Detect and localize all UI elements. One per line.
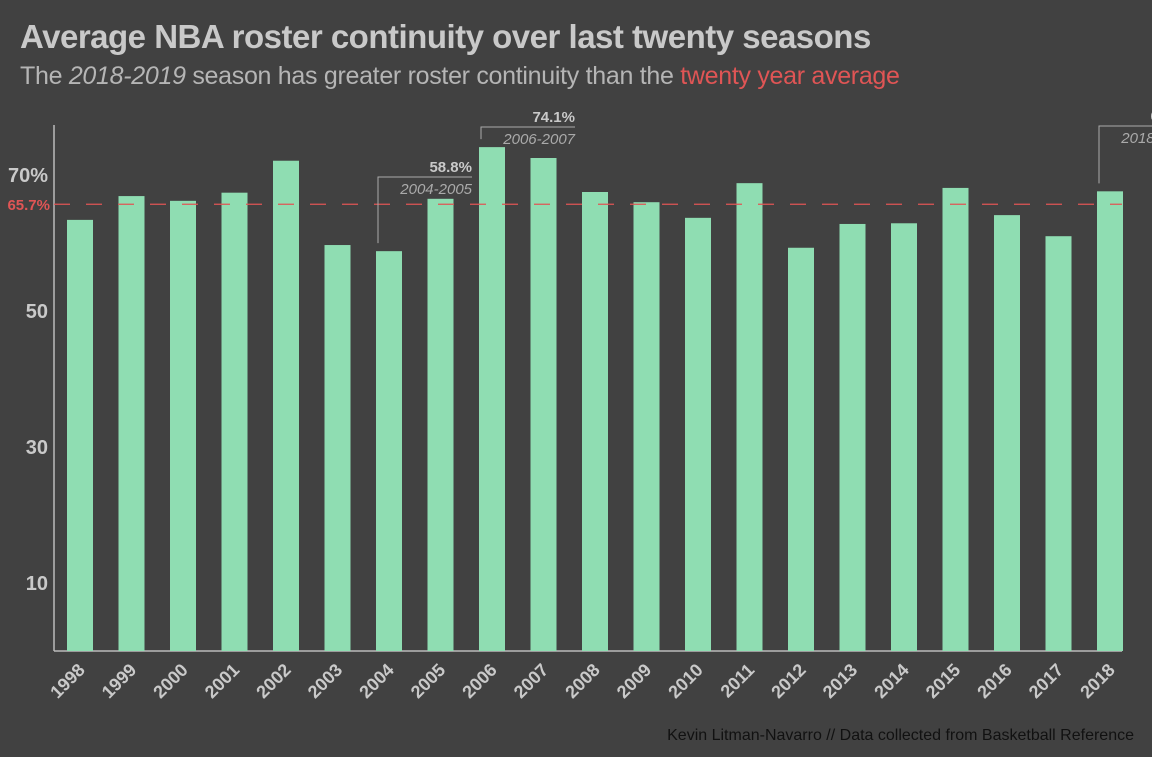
bar-2009	[633, 202, 660, 651]
average-label: 65.7%	[7, 197, 50, 214]
bar-2011	[736, 183, 763, 651]
bar-1998	[67, 219, 93, 651]
subtitle-highlight: twenty year average	[680, 62, 900, 90]
x-tick-label: 2011	[717, 660, 759, 702]
x-tick-label: 2002	[252, 660, 294, 702]
x-tick-label: 1999	[98, 660, 140, 702]
x-tick-label: 1998	[46, 660, 88, 702]
bar-2007	[530, 158, 557, 651]
y-tick-label: 70%	[8, 165, 48, 187]
chart-title: Average NBA roster continuity over last …	[20, 18, 871, 55]
y-tick-label: 50	[26, 301, 48, 323]
x-tick-label: 2016	[973, 660, 1015, 702]
x-tick-label: 2008	[561, 660, 603, 702]
bar-2000	[170, 200, 196, 651]
bar-2006	[479, 147, 505, 651]
x-tick-label: 2010	[664, 660, 706, 702]
annotation-leader	[1098, 125, 1152, 184]
bar-2005	[427, 198, 454, 652]
x-tick-label: 2009	[613, 660, 655, 702]
annotation-value: 58.8%	[429, 159, 472, 176]
x-tick-label: 2018	[1076, 660, 1118, 702]
y-tick-label: 30	[26, 437, 48, 459]
subtitle-prefix: The	[20, 62, 69, 90]
annotation-season: 2018-2019	[1120, 130, 1152, 147]
bar-2018	[1097, 191, 1123, 651]
x-tick-label: 2017	[1025, 660, 1067, 702]
x-tick-label: 2007	[510, 660, 552, 702]
x-tick-label: 2014	[870, 660, 912, 702]
bar-2013	[839, 223, 866, 651]
bar-2002	[273, 160, 299, 651]
bar-2014	[891, 223, 917, 651]
x-tick-label: 2015	[922, 660, 964, 702]
bar-2015	[942, 187, 969, 652]
annotation-value: 67.6%	[1150, 108, 1152, 125]
bar-2001	[221, 192, 248, 651]
bar-2016	[994, 215, 1020, 651]
annotation-leader	[377, 176, 472, 244]
annotation-value: 74.1%	[532, 109, 575, 126]
x-tick-label: 2004	[355, 660, 397, 702]
bar-2012	[788, 247, 814, 651]
bar-2004	[376, 251, 402, 651]
x-tick-label: 2005	[407, 660, 449, 702]
credit: Kevin Litman-Navarro // Data collected f…	[667, 727, 1134, 744]
x-tick-label: 2013	[819, 660, 861, 702]
annotation-season: 2004-2005	[399, 181, 472, 198]
x-tick-label: 2006	[458, 660, 500, 702]
bar-2017	[1045, 236, 1072, 651]
bar-1999	[118, 196, 145, 651]
x-tick-label: 2003	[304, 660, 346, 702]
x-tick-label: 2001	[201, 660, 243, 702]
x-tick-label: 2000	[149, 660, 191, 702]
bar-2008	[582, 192, 608, 651]
annotation-season: 2006-2007	[502, 131, 575, 148]
chart-subtitle: The 2018-2019 season has greater roster …	[20, 62, 900, 91]
bar-2003	[324, 245, 351, 652]
subtitle-season: 2018-2019	[68, 62, 186, 90]
x-tick-label: 2012	[767, 660, 809, 702]
subtitle-middle: season has greater roster continuity tha…	[185, 62, 681, 90]
y-tick-label: 10	[26, 573, 48, 595]
bar-2010	[685, 217, 711, 651]
annotation-leader	[480, 126, 575, 140]
